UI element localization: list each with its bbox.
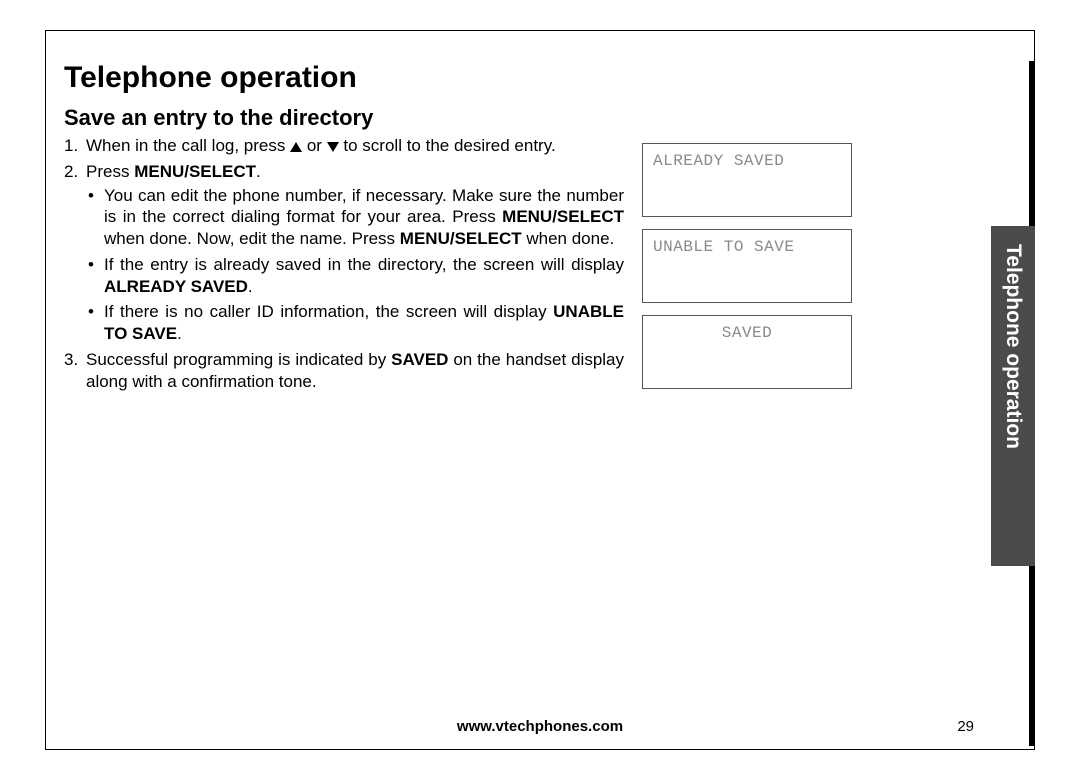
bullet-2-b: .: [248, 277, 253, 296]
lcd-screens-column: ALREADY SAVED UNABLE TO SAVE SAVED: [642, 135, 852, 401]
bullet-1-b: when done. Now, edit the name. Press: [104, 229, 400, 248]
step-2-bullets: You can edit the phone number, if necess…: [86, 185, 624, 345]
step-1-text-b: or: [302, 136, 327, 155]
bullet-3-b: .: [177, 324, 182, 343]
footer-url: www.vtechphones.com: [46, 718, 1034, 735]
two-column-layout: When in the call log, press or to scroll…: [64, 135, 946, 401]
step-2-text-b: .: [256, 162, 261, 181]
bullet-2-a: If the entry is already saved in the dir…: [104, 255, 624, 274]
page-content: Telephone operation Save an entry to the…: [46, 31, 986, 401]
lcd-text-3: SAVED: [722, 324, 773, 342]
step-1-text-c: to scroll to the desired entry.: [339, 136, 556, 155]
manual-page: Telephone operation Telephone operation …: [45, 30, 1035, 750]
bullet-3: If there is no caller ID information, th…: [86, 301, 624, 345]
step-1-text-a: When in the call log, press: [86, 136, 290, 155]
bullet-1-menu1: MENU/SELECT: [502, 207, 624, 226]
lcd-already-saved: ALREADY SAVED: [642, 143, 852, 217]
section-tab-label: Telephone operation: [1001, 244, 1025, 449]
bullet-2: If the entry is already saved in the dir…: [86, 254, 624, 298]
instructions-column: When in the call log, press or to scroll…: [64, 135, 624, 401]
bullet-1-menu2: MENU/SELECT: [400, 229, 522, 248]
bullet-3-a: If there is no caller ID information, th…: [104, 302, 553, 321]
lcd-saved: SAVED: [642, 315, 852, 389]
step-3: Successful programming is indicated by S…: [64, 349, 624, 393]
step-3-bold: SAVED: [391, 350, 448, 369]
step-2-menu-select: MENU/SELECT: [134, 162, 256, 181]
step-2: Press MENU/SELECT. You can edit the phon…: [64, 161, 624, 345]
lcd-text-2: UNABLE TO SAVE: [653, 238, 794, 256]
step-2-text-a: Press: [86, 162, 134, 181]
down-arrow-icon: [327, 142, 339, 152]
lcd-unable-to-save: UNABLE TO SAVE: [642, 229, 852, 303]
step-3-a: Successful programming is indicated by: [86, 350, 391, 369]
section-title: Save an entry to the directory: [64, 105, 946, 131]
edge-line-top: [1029, 61, 1035, 226]
bullet-1-c: when done.: [522, 229, 615, 248]
up-arrow-icon: [290, 142, 302, 152]
section-tab: Telephone operation: [991, 226, 1035, 566]
steps-list: When in the call log, press or to scroll…: [64, 135, 624, 392]
lcd-text-1: ALREADY SAVED: [653, 152, 784, 170]
bullet-1: You can edit the phone number, if necess…: [86, 185, 624, 250]
page-number: 29: [957, 718, 974, 735]
page-title: Telephone operation: [64, 61, 946, 95]
step-1: When in the call log, press or to scroll…: [64, 135, 624, 157]
bullet-2-bold: ALREADY SAVED: [104, 277, 248, 296]
